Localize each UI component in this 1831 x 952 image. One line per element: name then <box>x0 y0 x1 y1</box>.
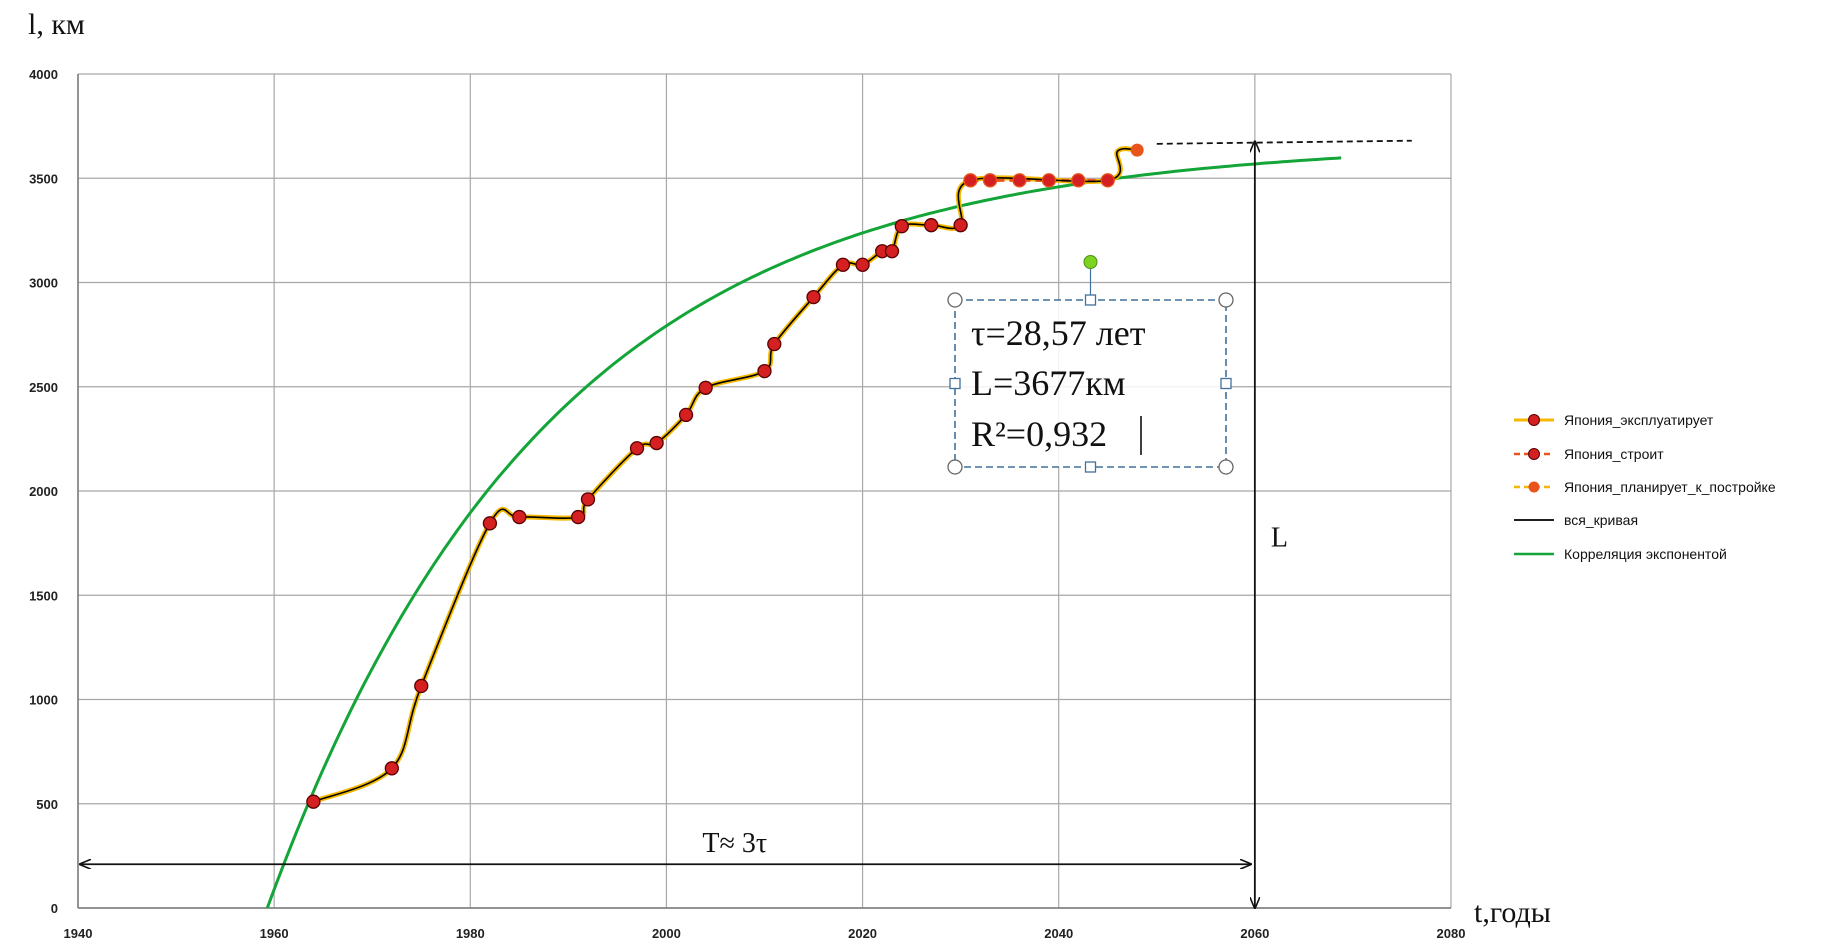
legend-swatch-marker <box>1528 414 1540 426</box>
rotate-handle[interactable] <box>1083 255 1098 269</box>
series-whole-curve-line <box>313 147 1138 803</box>
textbox-line: L=3677км <box>971 363 1126 403</box>
x-tick-label: 2020 <box>848 926 877 941</box>
asymptote-dashed-line <box>1156 139 1412 145</box>
building-point <box>1100 173 1115 188</box>
textbox-line: R²=0,932 <box>971 414 1107 454</box>
legend-swatch-marker <box>1528 481 1540 493</box>
y-tick-label: 3000 <box>29 276 58 291</box>
y-tick-label: 4000 <box>29 67 58 82</box>
x-tick-label: 1960 <box>260 926 289 941</box>
grid <box>77 73 1452 909</box>
x-tick-label: 2060 <box>1240 926 1269 941</box>
y-axis-title: l, км <box>28 8 85 41</box>
axis-titles: l, км t,годы <box>28 8 1551 929</box>
operating-point <box>571 509 586 525</box>
legend-entry-label: вся_кривая <box>1564 512 1638 528</box>
curves <box>265 146 1342 909</box>
series-operating-line <box>312 146 1138 805</box>
operating-point <box>855 257 870 272</box>
planned-point <box>1130 143 1144 157</box>
y-tick-label: 2500 <box>29 380 58 395</box>
building-point <box>1041 173 1057 188</box>
y-tick-label: 0 <box>51 901 58 916</box>
legend-swatch-marker <box>1528 448 1540 460</box>
operating-point <box>649 435 664 451</box>
operating-point <box>414 678 429 694</box>
legend-entry-label: Корреляция экспонентой <box>1564 546 1727 562</box>
corner-resize-handle[interactable] <box>1218 292 1234 308</box>
building-point <box>982 173 998 188</box>
building-point <box>1071 173 1086 188</box>
legend-entry-label: Япония_строит <box>1564 446 1664 462</box>
axes <box>77 74 1451 909</box>
operating-point <box>306 794 321 809</box>
operating-point <box>767 336 782 352</box>
operating-point <box>835 257 851 272</box>
side-resize-handle[interactable] <box>1084 461 1097 473</box>
tick-labels: 1940 1960 1980 2000 2020 2040 2060 2080 0 500 1000… <box>29 67 1465 941</box>
L-label: L <box>1271 522 1288 553</box>
operating-point <box>482 516 498 531</box>
operating-point <box>678 407 694 423</box>
x-tick-label: 1980 <box>456 926 485 941</box>
operating-point <box>894 219 909 234</box>
T-label: T≈ 3τ <box>702 828 767 859</box>
data-markers <box>306 143 1144 809</box>
x-tick-label: 2080 <box>1437 926 1466 941</box>
side-resize-handle[interactable] <box>1220 377 1232 390</box>
operating-point <box>629 441 645 456</box>
legend-entry-label: Япония_эксплуатирует <box>1564 412 1714 428</box>
corner-resize-handle[interactable] <box>947 292 963 308</box>
equation-textbox[interactable]: τ=28,57 лет L=3677км R²=0,932 <box>947 255 1234 475</box>
side-resize-handle[interactable] <box>1084 294 1097 306</box>
y-tick-label: 3500 <box>29 171 58 186</box>
x-axis-title: t,годы <box>1474 896 1551 929</box>
y-tick-label: 1500 <box>29 588 58 603</box>
operating-point <box>924 218 939 233</box>
operating-point <box>512 509 527 525</box>
corner-resize-handle[interactable] <box>947 459 963 475</box>
building-point <box>1012 173 1027 188</box>
x-tick-label: 2040 <box>1044 926 1073 941</box>
legend: Япония_эксплуатирует Япония_строит Япония_… <box>1514 412 1776 562</box>
y-tick-label: 500 <box>36 797 58 812</box>
side-resize-handle[interactable] <box>949 377 961 390</box>
y-tick-label: 1000 <box>29 693 58 708</box>
x-tick-label: 1940 <box>64 926 93 941</box>
operating-point <box>806 289 821 305</box>
textbox-frame[interactable] <box>954 299 1227 468</box>
operating-point <box>757 363 772 379</box>
y-tick-label: 2000 <box>29 484 58 499</box>
operating-point <box>884 244 900 259</box>
operating-point <box>384 761 399 776</box>
x-tick-label: 2000 <box>652 926 681 941</box>
legend-entry-label: Япония_планирует_к_постройке <box>1564 479 1776 495</box>
corner-resize-handle[interactable] <box>1218 459 1234 475</box>
operating-point <box>953 218 968 233</box>
operating-point <box>698 380 713 395</box>
exp-correlation-line <box>265 156 1342 909</box>
operating-point <box>580 492 596 507</box>
annotations: L T≈ 3τ <box>80 139 1412 908</box>
textbox-line: τ=28,57 лет <box>971 313 1146 353</box>
building-point <box>963 173 978 188</box>
